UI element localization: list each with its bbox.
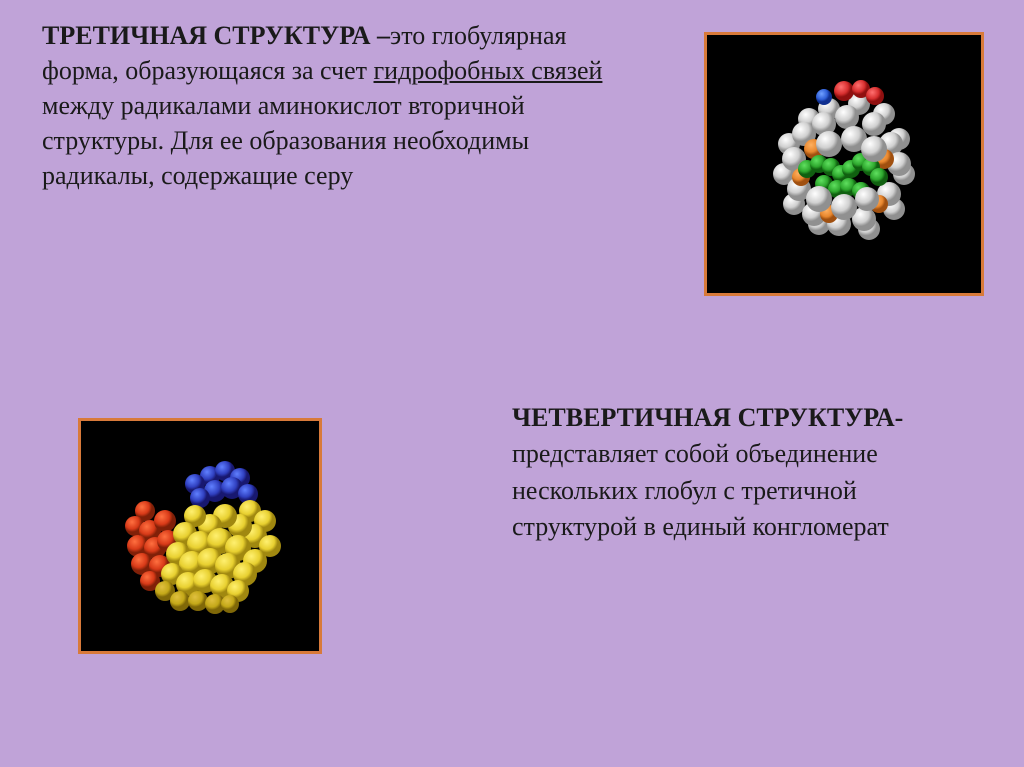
tertiary-molecule-image (704, 32, 984, 296)
tertiary-structure-text: ТРЕТИЧНАЯ СТРУКТУРА –это глобулярная фор… (42, 18, 622, 193)
quaternary-molecule-image (78, 418, 322, 654)
tertiary-dot: . (351, 161, 358, 190)
molecule-subunits-icon (100, 436, 300, 636)
tertiary-underline: гидрофобных связей (374, 56, 603, 85)
tertiary-body-2: между радикалами аминокислот вторичной с… (42, 91, 529, 190)
quaternary-body: представляет собой объединение нескольки… (512, 439, 889, 541)
quaternary-structure-text: ЧЕТВЕРТИЧНАЯ СТРУКТУРА- представляет соб… (512, 400, 982, 546)
molecule-globule-icon (729, 49, 959, 279)
quaternary-title: ЧЕТВЕРТИЧНАЯ СТРУКТУРА- (512, 403, 903, 432)
tertiary-title: ТРЕТИЧНАЯ СТРУКТУРА – (42, 21, 390, 50)
